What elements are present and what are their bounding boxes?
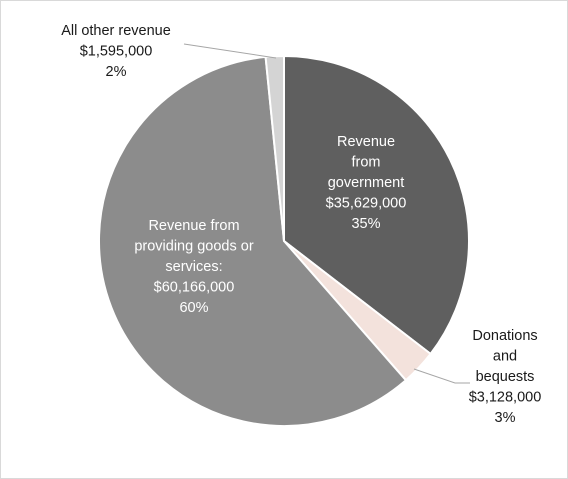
leader-line-2 [413,368,470,384]
slice-label-1: Revenue from government $35,629,000 35% [326,134,407,232]
leader-line-4 [183,43,277,59]
leader-lines [183,43,470,384]
pie-slice-3 [98,55,407,427]
slice-label-line: $1,595,000 [80,44,153,60]
slice-label-line: Revenue [337,134,395,150]
slice-label-line: 2% [106,64,127,80]
slice-label-line: All other revenue [61,23,171,39]
slice-label-line: 60% [179,300,208,316]
slice-label-line: government [328,175,405,191]
slice-label-line: providing goods or [134,239,253,255]
slice-label-2: Donations and bequests $3,128,000 3% [469,328,542,426]
slice-label-line: 35% [351,216,380,232]
slice-labels: Revenue from government $35,629,000 35% Donat… [61,23,541,426]
slice-label-line: and [493,349,517,365]
pie-slice-1 [283,55,471,355]
slice-label-4: All other revenue $1,595,000 2% [61,23,171,80]
slice-label-line: bequests [476,369,535,385]
slice-label-line: $3,128,000 [469,390,542,406]
slice-label-line: services: [165,259,222,275]
slice-label-line: $60,166,000 [154,280,235,296]
slice-label-line: from [352,155,381,171]
slice-label-3: Revenue from providing goods or services: $… [134,218,253,316]
slice-label-line: Donations [472,328,537,344]
slice-label-line: Revenue from [148,218,239,234]
slice-label-line: 3% [495,410,516,426]
slice-label-line: $35,629,000 [326,196,407,212]
